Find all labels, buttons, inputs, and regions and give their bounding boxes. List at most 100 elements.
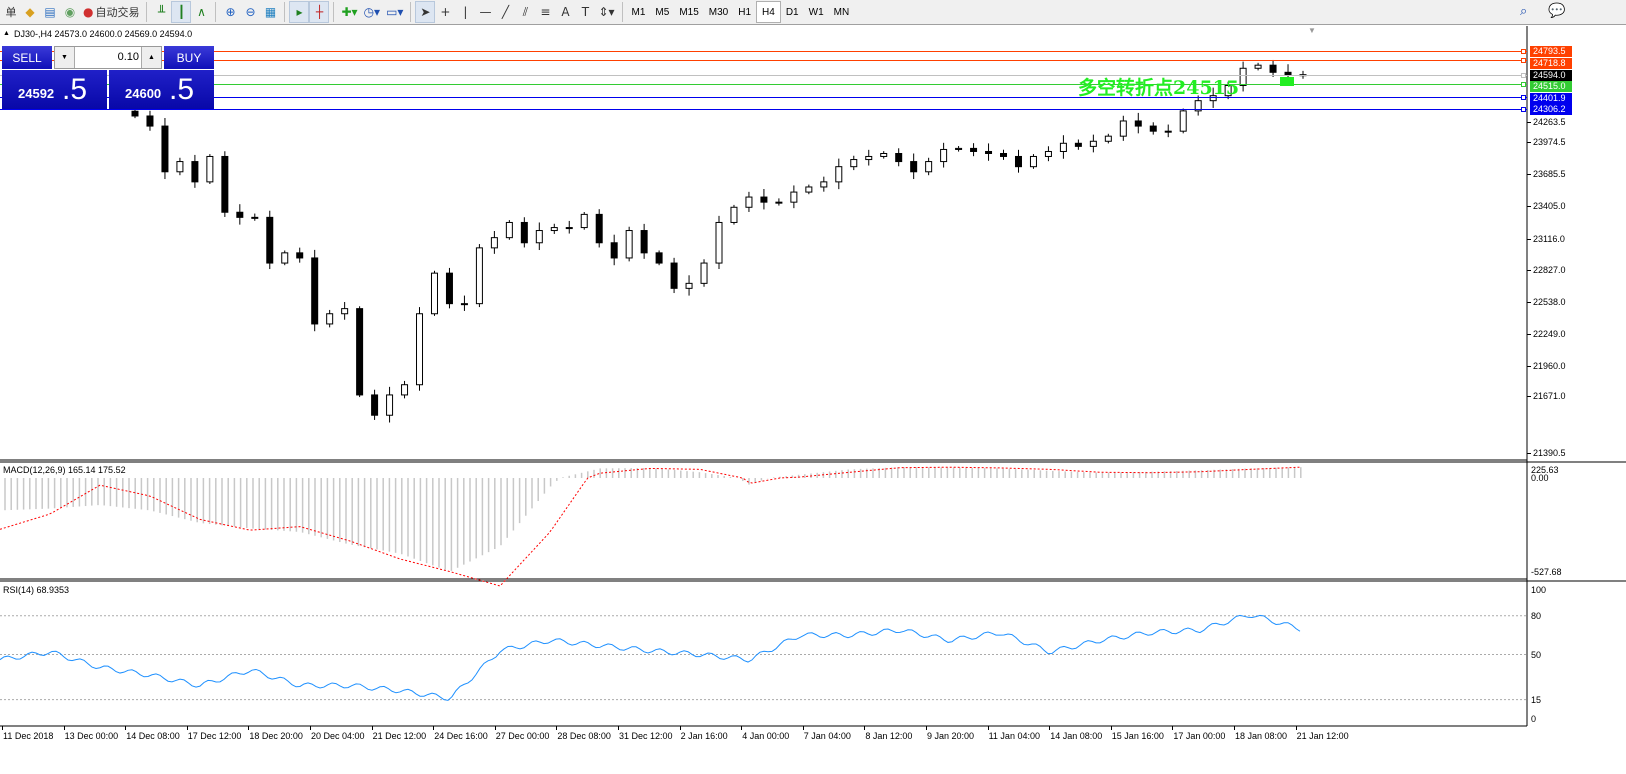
chart-canvas[interactable]: [0, 26, 1626, 748]
candle: [1000, 149, 1008, 160]
collapse-arrow-icon[interactable]: ▲: [3, 30, 10, 37]
horizontal-level-line[interactable]: [0, 97, 1527, 99]
horizontal-line-button[interactable]: —: [475, 1, 495, 23]
rsi-line: [0, 614, 1301, 701]
horizontal-level-line[interactable]: [0, 74, 1527, 76]
lot-decrease-button[interactable]: ▼: [55, 47, 75, 68]
timeframe-D1[interactable]: D1: [785, 6, 799, 18]
cursor-icon: ➤: [420, 5, 431, 19]
buy-price-box[interactable]: 24600 .5: [109, 70, 214, 109]
timeframe-MN[interactable]: MN: [833, 6, 850, 18]
zoom-in-button[interactable]: ⊕: [220, 1, 240, 23]
text-button[interactable]: A: [555, 1, 575, 23]
chart-shift-button[interactable]: ┼: [309, 1, 330, 23]
macd-tick-label: 225.63: [1531, 465, 1559, 475]
autoscroll-icon: ▸: [296, 5, 303, 19]
candle: [386, 386, 394, 423]
indicators-icon: ✚▾: [341, 5, 358, 19]
date-tick-mark: [864, 726, 866, 730]
price-tick-label: 22827.0: [1533, 265, 1566, 275]
timeframe-H4[interactable]: H4: [756, 1, 781, 23]
timeframe-W1[interactable]: W1: [808, 6, 824, 18]
arrows-button[interactable]: ⇕▾: [595, 1, 617, 23]
price-tick-mark: [1527, 302, 1531, 303]
price-tick-label: 21960.0: [1533, 361, 1566, 371]
timeframe-M5[interactable]: M5: [655, 6, 670, 18]
macd-tick-label: -527.68: [1531, 567, 1562, 577]
level-handle[interactable]: [1521, 49, 1526, 54]
chart-window[interactable]: DJ30-,H4 24573.0 24600.0 24569.0 24594.0…: [0, 26, 1626, 748]
date-tick-mark: [248, 726, 250, 730]
candlestick-button[interactable]: ┃: [171, 1, 192, 23]
candle: [356, 306, 364, 398]
zoom-out-button[interactable]: ⊖: [240, 1, 260, 23]
toolbar-separator: [333, 2, 335, 22]
horizontal-level-line[interactable]: [0, 108, 1527, 110]
candle: [430, 270, 438, 316]
text-label-button[interactable]: T: [575, 1, 595, 23]
candle: [475, 244, 483, 308]
timeframe-M30[interactable]: M30: [708, 6, 729, 18]
periods-button[interactable]: ◷▾: [361, 1, 384, 23]
horizontal-level-line[interactable]: [0, 51, 1527, 52]
templates-button[interactable]: ▭▾: [383, 1, 406, 23]
trendline-button[interactable]: ╱: [495, 1, 515, 23]
vertical-line-icon: |: [463, 5, 468, 19]
crosshair-button[interactable]: +: [435, 1, 455, 23]
candle: [580, 212, 588, 230]
level-handle[interactable]: [1521, 82, 1526, 88]
date-tick-mark: [1295, 726, 1297, 730]
level-handle[interactable]: [1521, 95, 1526, 101]
equidistant-channel-button[interactable]: ⫽: [515, 1, 535, 23]
fibonacci-button[interactable]: ≡: [535, 1, 555, 23]
tile-windows-button[interactable]: ▦: [260, 1, 280, 23]
bar-chart-button[interactable]: ╨: [151, 1, 171, 23]
toolbar-terminal-button[interactable]: ▤: [40, 1, 60, 23]
lot-input[interactable]: ▼ 0.10 ▲: [54, 46, 162, 69]
indicators-button[interactable]: ✚▾: [338, 1, 360, 23]
candle: [311, 249, 319, 332]
level-handle[interactable]: [1521, 57, 1526, 63]
sell-button[interactable]: SELL: [2, 46, 52, 69]
search-icon[interactable]: ⌕: [1520, 3, 1528, 18]
autoscroll-button[interactable]: ▸: [289, 1, 310, 23]
lot-value[interactable]: 0.10: [117, 51, 139, 63]
toolbar-signal-button[interactable]: ◉: [60, 1, 80, 23]
candle: [745, 191, 753, 212]
date-label: 4 Jan 00:00: [742, 731, 790, 741]
cursor-button[interactable]: ➤: [415, 1, 436, 23]
date-label: 7 Jan 04:00: [803, 731, 851, 741]
vertical-line-button[interactable]: |: [455, 1, 475, 23]
timeframe-H1[interactable]: H1: [738, 6, 752, 18]
level-handle[interactable]: [1521, 72, 1526, 78]
timeframe-M1[interactable]: M1: [631, 6, 646, 18]
toolbar-order-button[interactable]: 单: [0, 1, 20, 23]
rsi-tick-label: 100: [1531, 585, 1547, 595]
date-tick-mark: [186, 726, 188, 730]
sell-price-box[interactable]: 24592 .5: [2, 70, 107, 109]
buy-price-big: .5: [169, 73, 195, 106]
horizontal-level-line[interactable]: [0, 84, 1527, 86]
date-tick-mark: [494, 726, 496, 730]
date-label: 15 Jan 16:00: [1111, 731, 1164, 741]
date-label: 14 Dec 08:00: [126, 731, 180, 741]
level-price-label: 24515.0: [1530, 81, 1572, 93]
timeframe-M15[interactable]: M15: [679, 6, 699, 18]
level-handle[interactable]: [1521, 106, 1526, 112]
toolbar-history-button[interactable]: ◆: [20, 1, 40, 23]
candlestick-icon: ┃: [177, 5, 186, 19]
toolbar-autotrade-button[interactable]: ● 自动交易: [80, 1, 142, 23]
price-tick-mark: [1527, 270, 1531, 271]
candle: [835, 158, 843, 190]
chat-icon[interactable]: 💬: [1548, 2, 1566, 18]
line-chart-button[interactable]: ∧: [191, 1, 211, 23]
horizontal-level-line[interactable]: [0, 59, 1527, 61]
candle: [1119, 115, 1127, 141]
pivot-annotation: 多空转折点24515: [1078, 77, 1240, 99]
horizontal-line-icon: —: [479, 5, 492, 19]
zoom-in-icon: ⊕: [225, 5, 236, 19]
lot-increase-button[interactable]: ▲: [141, 47, 161, 68]
buy-button[interactable]: BUY: [164, 46, 214, 69]
candle: [700, 259, 708, 287]
candle: [1029, 154, 1037, 169]
